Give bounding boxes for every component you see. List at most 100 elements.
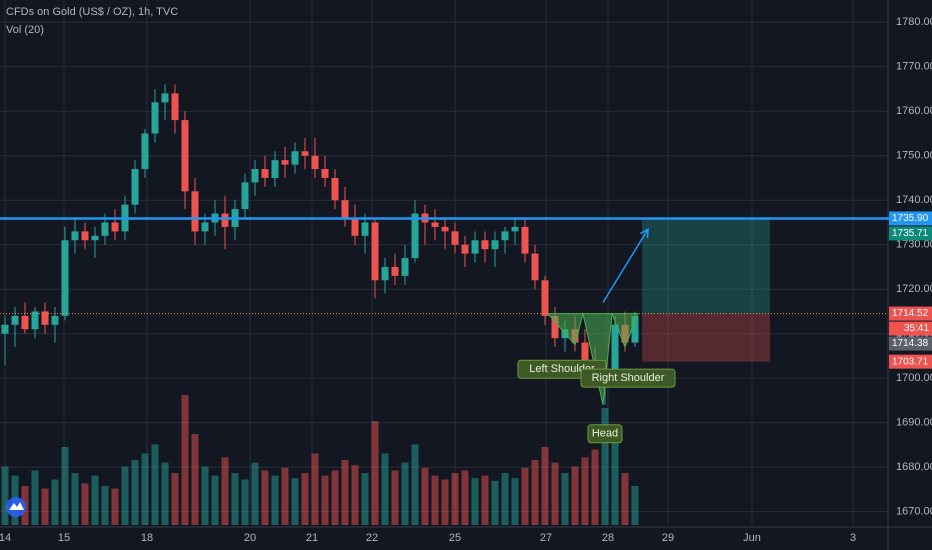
y-tick-label: 1700.00 — [896, 372, 932, 384]
candle-body — [401, 258, 409, 276]
volume-bar — [221, 457, 229, 525]
volume-bar — [551, 462, 559, 525]
x-tick-label: 3 — [850, 532, 856, 544]
volume-bar — [371, 421, 379, 525]
candle-body — [301, 151, 309, 156]
candle-body — [221, 213, 229, 227]
x-tick-label: 29 — [662, 532, 674, 544]
price-label-box — [889, 226, 932, 241]
candle-body — [21, 315, 29, 330]
volume-bar — [271, 475, 279, 525]
volume-bar — [341, 460, 349, 525]
volume-bar — [201, 466, 209, 525]
countdown: 35:41 — [904, 323, 929, 334]
volume-bar — [331, 470, 339, 525]
volume-bar — [111, 488, 119, 525]
volume-bar — [531, 460, 539, 525]
y-tick-label: 1670.00 — [896, 506, 932, 518]
pattern-label: Left Shoulder — [529, 363, 595, 375]
x-tick-label: 20 — [244, 532, 256, 544]
y-tick-label: 1690.00 — [896, 417, 932, 429]
candle-body — [191, 191, 199, 232]
price-label-box — [889, 354, 932, 369]
price-label: 1735.90 — [892, 213, 929, 224]
volume-bar — [181, 395, 189, 525]
candle-body — [451, 231, 459, 245]
candle-body — [201, 222, 209, 232]
candle-body — [1, 324, 9, 334]
candle-body — [161, 93, 169, 103]
volume-bar — [101, 486, 109, 525]
candle-body — [411, 213, 419, 259]
candle-body — [341, 200, 349, 219]
volume-bar — [411, 444, 419, 525]
candle-body — [321, 169, 329, 178]
candle-body — [511, 226, 519, 232]
candle-body — [471, 240, 479, 254]
volume-bar — [321, 475, 329, 525]
candle-body — [491, 240, 499, 250]
volume-bar — [431, 475, 439, 525]
price-label-box — [889, 336, 932, 351]
y-tick-label: 1760.00 — [896, 105, 932, 117]
candle-body — [241, 182, 249, 210]
volume-bar — [71, 473, 79, 525]
volume-bar — [451, 473, 459, 525]
volume-bar — [1, 466, 9, 525]
volume-bar — [601, 408, 609, 525]
volume-bar — [471, 478, 479, 525]
candle-body — [101, 222, 109, 236]
arrow-head — [639, 227, 649, 239]
volume-bar — [491, 480, 499, 525]
plot — [1, 84, 639, 405]
volume-bar — [31, 470, 39, 525]
volume-bar — [561, 473, 569, 525]
candle-body — [631, 315, 639, 343]
y-tick-label: 1680.00 — [896, 461, 932, 473]
overlay: Left Shoulder Head Right Shoulder — [0, 217, 932, 444]
target-zone — [642, 219, 770, 314]
volume-bar — [621, 473, 629, 525]
candle-body — [11, 315, 19, 325]
candle-body — [261, 169, 269, 178]
candle-body — [431, 222, 439, 227]
volume-bar — [291, 478, 299, 525]
candle-body — [81, 231, 89, 241]
indicator-label: Vol (20) — [6, 24, 44, 36]
y-tick-label: 1740.00 — [896, 194, 932, 206]
volume-bar — [211, 475, 219, 525]
volume — [1, 395, 639, 525]
candle-body — [311, 155, 319, 170]
candle-body — [611, 324, 619, 370]
volume-bar — [521, 467, 529, 525]
candle-body — [481, 240, 489, 250]
volume-bar — [281, 467, 289, 525]
volume-bar — [441, 479, 449, 525]
chart-title: CFDs on Gold (US$ / OZ), 1h, TVC — [6, 6, 178, 18]
x-tick-label: 18 — [141, 532, 153, 544]
volume-bar — [541, 447, 549, 525]
volume-bar — [61, 447, 69, 525]
y-tick-label: 1780.00 — [896, 16, 932, 28]
volume-bar — [511, 478, 519, 525]
volume-bar — [161, 462, 169, 525]
countdown-box — [889, 321, 932, 336]
candle-body — [131, 169, 139, 205]
candle-body — [371, 222, 379, 281]
candle-body — [91, 235, 99, 241]
volume-bar — [401, 462, 409, 525]
candle-body — [291, 151, 299, 165]
candle-body — [181, 120, 189, 192]
volume-bar — [581, 457, 589, 525]
x-tick-label: 21 — [306, 532, 318, 544]
volume-bar — [421, 467, 429, 525]
candle-body — [381, 266, 389, 281]
volume-bar — [361, 473, 369, 525]
candle-body — [551, 315, 559, 339]
candle-body — [501, 231, 509, 241]
volume-bar — [91, 475, 99, 525]
volume-bar — [301, 473, 309, 525]
volume-bar — [461, 470, 469, 525]
candle-body — [111, 222, 119, 232]
volume-bar — [261, 470, 269, 525]
